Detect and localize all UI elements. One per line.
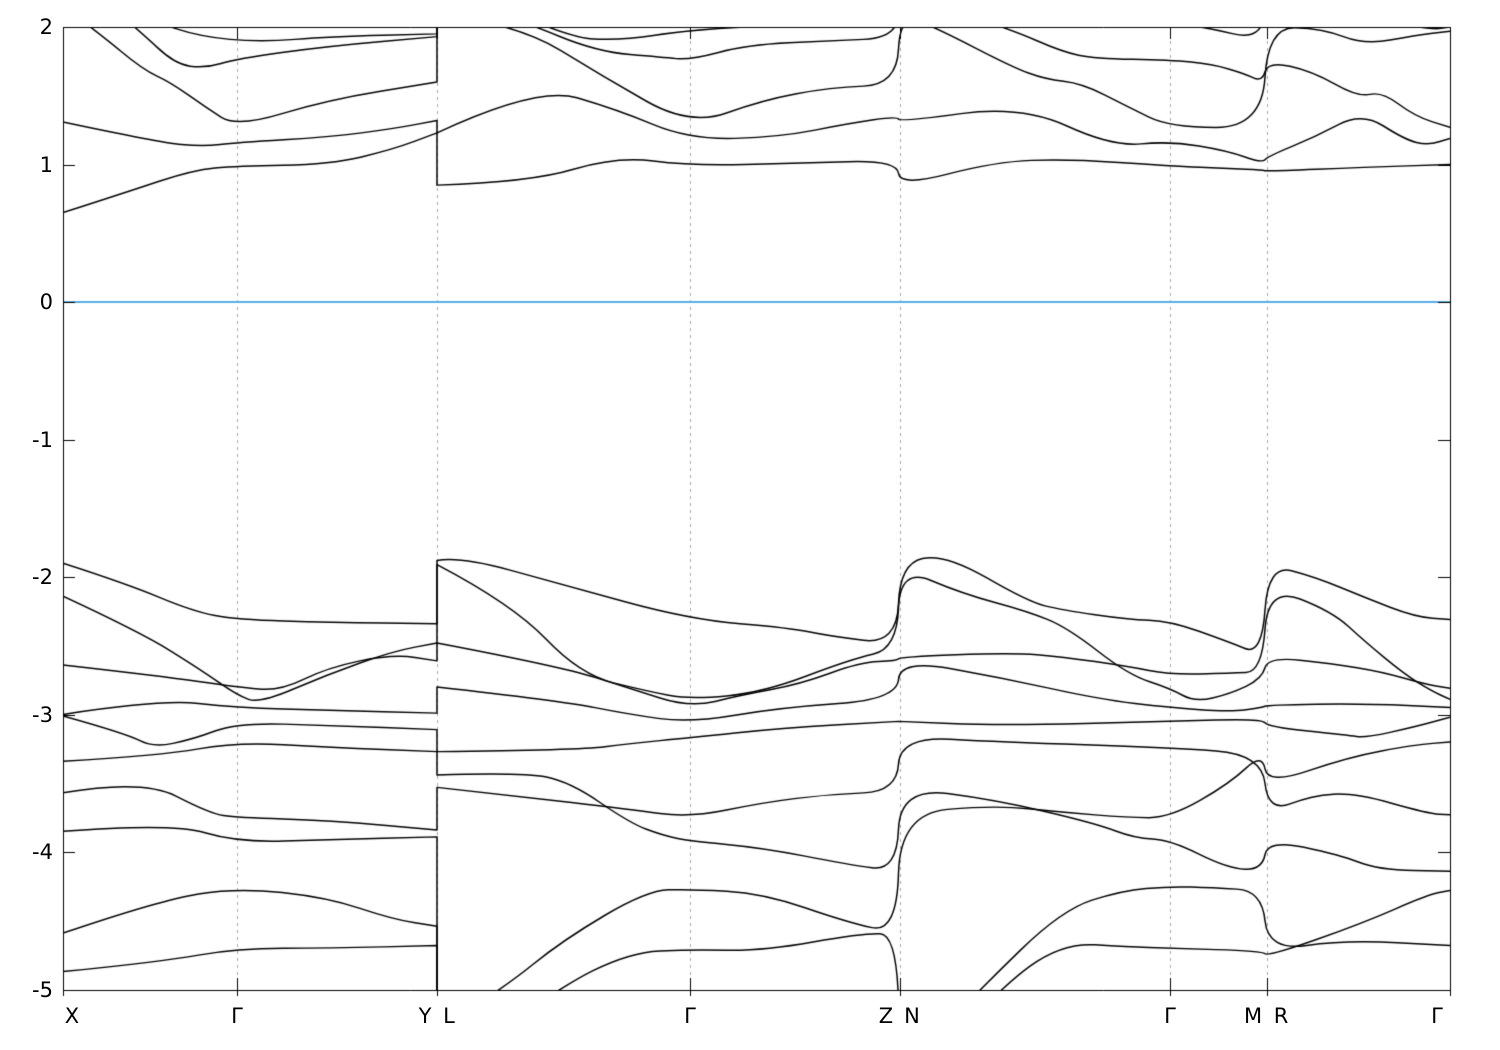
x-kpoint-label: Y [418, 1004, 432, 1028]
x-kpoint-label: X [64, 1004, 80, 1028]
x-kpoint-label: L [443, 1004, 455, 1028]
y-tick-label: -3 [32, 702, 53, 727]
y-tick-label: 2 [39, 15, 53, 39]
x-kpoint-label: Γ [231, 1004, 243, 1028]
y-tick-label: 0 [39, 290, 53, 314]
x-kpoint-label: R [1273, 1004, 1289, 1028]
y-tick-label: -2 [32, 565, 53, 589]
x-kpoint-label: M [1243, 1004, 1263, 1028]
y-tick-label: -5 [32, 977, 53, 1002]
y-tick-label: -4 [32, 840, 53, 864]
x-kpoint-label: Γ [1431, 1004, 1443, 1028]
x-kpoint-label: Z [878, 1004, 894, 1028]
x-kpoint-label: Γ [1164, 1004, 1176, 1028]
x-kpoint-label: N [904, 1004, 920, 1028]
y-tick-label: -1 [32, 427, 53, 452]
x-kpoint-label: Γ [684, 1004, 696, 1028]
y-tick-label: 1 [39, 152, 53, 177]
